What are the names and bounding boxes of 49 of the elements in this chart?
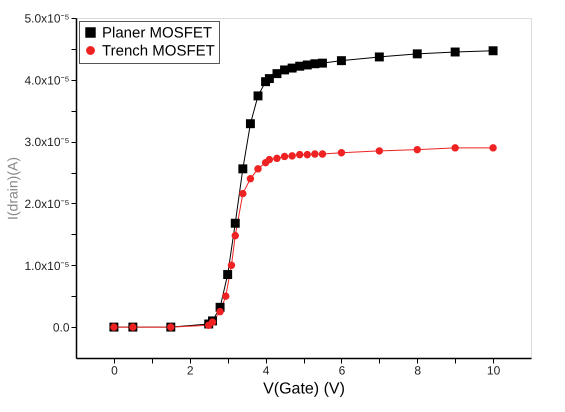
point xyxy=(304,150,311,158)
point xyxy=(254,165,262,173)
point xyxy=(451,144,459,152)
point xyxy=(376,147,384,155)
x-tick-label: 10 xyxy=(486,364,501,378)
point xyxy=(336,56,346,66)
point xyxy=(338,149,346,156)
legend-label: Trench MOSFET xyxy=(102,42,215,60)
point xyxy=(414,146,421,154)
x-tick-label: 8 xyxy=(414,364,422,378)
point xyxy=(232,232,239,240)
point xyxy=(239,190,247,198)
point xyxy=(230,218,240,228)
x-axis-title: V(Gate) (V) xyxy=(263,380,345,398)
x-tick-label: 4 xyxy=(262,364,270,378)
y-tick-label: 3.0x10⁻⁵ xyxy=(24,135,70,150)
point xyxy=(222,292,230,300)
point xyxy=(280,152,288,160)
point xyxy=(295,62,304,71)
legend-label: Planer MOSFET xyxy=(102,24,212,42)
y-tick-label: 1.0x10⁻⁵ xyxy=(24,258,70,273)
y-tick-label: 0.0 xyxy=(52,320,70,335)
point xyxy=(264,74,274,84)
y-tick-label: 4.0x10⁻⁵ xyxy=(24,73,70,88)
point xyxy=(318,58,327,68)
point xyxy=(223,270,232,280)
y-tick-label: 5.0x10⁻⁵ xyxy=(24,12,70,26)
point xyxy=(216,308,224,316)
point xyxy=(288,152,296,160)
point xyxy=(228,262,236,269)
point xyxy=(311,150,319,158)
x-tick-label: 6 xyxy=(338,364,346,378)
point xyxy=(246,119,255,128)
y-axis-title: I(drain)(A) xyxy=(4,156,20,220)
point xyxy=(273,154,281,162)
point xyxy=(489,144,497,152)
point xyxy=(266,156,274,164)
point xyxy=(238,164,248,174)
point xyxy=(254,91,262,100)
point xyxy=(296,150,304,158)
y-tick-label: 2.0x10⁻⁵ xyxy=(24,196,70,211)
point xyxy=(412,49,422,58)
point xyxy=(318,150,326,158)
point xyxy=(374,52,384,62)
x-tick-label: 0 xyxy=(111,364,118,378)
point xyxy=(246,175,254,182)
point xyxy=(450,48,460,56)
point xyxy=(488,46,498,56)
x-tick-label: 2 xyxy=(186,364,194,378)
